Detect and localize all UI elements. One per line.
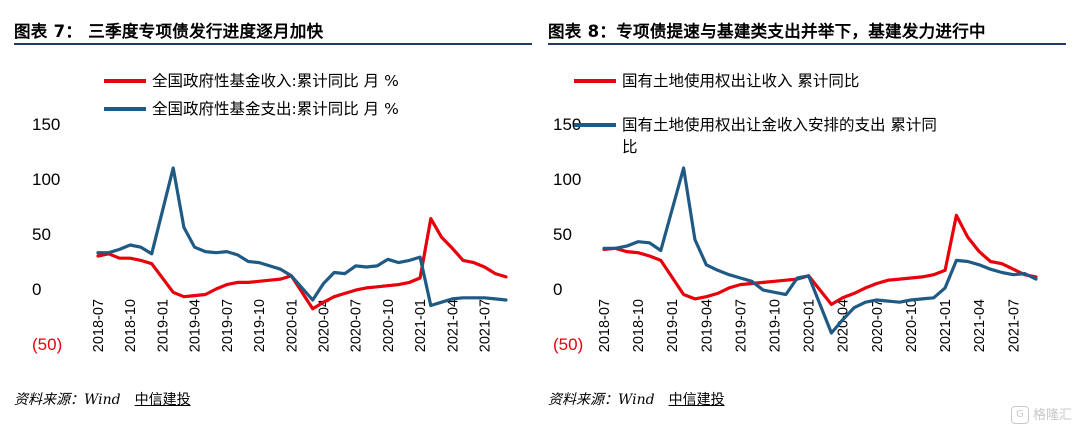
x-tick-label: 2021-01: [413, 299, 429, 352]
watermark: G 格隆汇: [1010, 404, 1072, 424]
series-line: [602, 166, 1038, 335]
figure-7: 图表 7： 三季度专项债发行进度逐月加快 150 100 50 0 (50) 2018-0…: [14, 0, 534, 432]
x-tick-label: 2020-10: [381, 299, 397, 352]
source-label: 资料来源：Wind: [548, 392, 655, 408]
x-tick-label: 2018-10: [123, 299, 139, 352]
y-tick-label: 50: [32, 225, 51, 244]
series-line: [96, 217, 508, 311]
legend-label-line: 比: [622, 138, 638, 156]
line-chart: 150 100 50 0 (50) 2018-07 2018-10 2019-01 2019-0…: [32, 72, 508, 354]
x-tick-label: 2019-10: [252, 299, 268, 352]
x-tick-label: 2021-01: [938, 299, 954, 352]
x-tick-label: 2020-04: [316, 299, 332, 352]
x-tick-label: 2021-04: [445, 299, 461, 352]
x-tick-label: 2018-07: [91, 299, 107, 352]
y-tick-label: 100: [553, 170, 581, 189]
x-tick-label: 2018-10: [631, 299, 647, 352]
legend-label-line: 国有土地使用权出让金收入安排的支出 累计同: [622, 116, 937, 134]
title-rule: [14, 43, 532, 45]
y-tick-label: (50): [553, 335, 583, 354]
x-tick-label: 2020-07: [870, 299, 886, 352]
legend-label: 全国政府性基金收入:累计同比 月 %: [152, 72, 399, 90]
watermark-logo-icon: G: [1010, 406, 1029, 424]
series-line: [602, 213, 1038, 306]
source-note: 资料来源：Wind 中信建投: [548, 389, 725, 409]
x-tick-label: 2020-01: [802, 299, 818, 352]
x-tick-label: 2019-07: [220, 299, 236, 352]
x-tick-label: 2020-10: [904, 299, 920, 352]
y-tick-label: 100: [32, 170, 60, 189]
x-tick-label: 2019-04: [188, 299, 204, 352]
x-tick-label: 2021-04: [972, 299, 988, 352]
line-chart: 150 100 50 0 (50) 2018-07 2018-10 2019-01 2019-0…: [553, 72, 1038, 354]
x-tick-label: 2020-07: [349, 299, 365, 352]
x-tick-label: 2019-01: [155, 299, 171, 352]
legend-label: 全国政府性基金支出:累计同比 月 %: [152, 100, 399, 118]
watermark-text: 格隆汇: [1032, 407, 1072, 423]
figure-title: 图表 7： 三季度专项债发行进度逐月加快: [14, 22, 324, 41]
y-tick-label: 150: [32, 115, 60, 134]
y-tick-label: 50: [553, 225, 572, 244]
source-note: 资料来源：Wind 中信建投: [14, 389, 191, 409]
x-tick-label: 2019-10: [768, 299, 784, 352]
x-tick-label: 2018-07: [597, 299, 613, 352]
brand-name: 中信建投: [134, 392, 191, 408]
figure-title: 图表 8：专项债提速与基建类支出并举下，基建发力进行中: [548, 22, 986, 41]
legend-label: 国有土地使用权出让收入 累计同比: [622, 72, 859, 90]
y-tick-label: 0: [553, 280, 562, 299]
y-tick-label: 150: [553, 115, 581, 134]
series-line: [96, 166, 508, 308]
title-rule: [548, 43, 1066, 45]
brand-name: 中信建投: [668, 392, 725, 408]
x-tick-label: 2021-07: [1006, 299, 1022, 352]
x-tick-label: 2021-07: [478, 299, 494, 352]
source-label: 资料来源：Wind: [14, 392, 121, 408]
figure-8: 图表 8：专项债提速与基建类支出并举下，基建发力进行中 150 100 50 0 (50…: [548, 0, 1068, 432]
y-tick-label: (50): [32, 335, 62, 354]
x-tick-label: 2020-01: [284, 299, 300, 352]
x-tick-label: 2019-07: [733, 299, 749, 352]
legend-label: 国有土地使用权出让金收入安排的支出 累计同比: [622, 116, 937, 156]
x-tick-label: 2019-04: [699, 299, 715, 352]
x-tick-label: 2019-01: [665, 299, 681, 352]
y-tick-label: 0: [32, 280, 41, 299]
